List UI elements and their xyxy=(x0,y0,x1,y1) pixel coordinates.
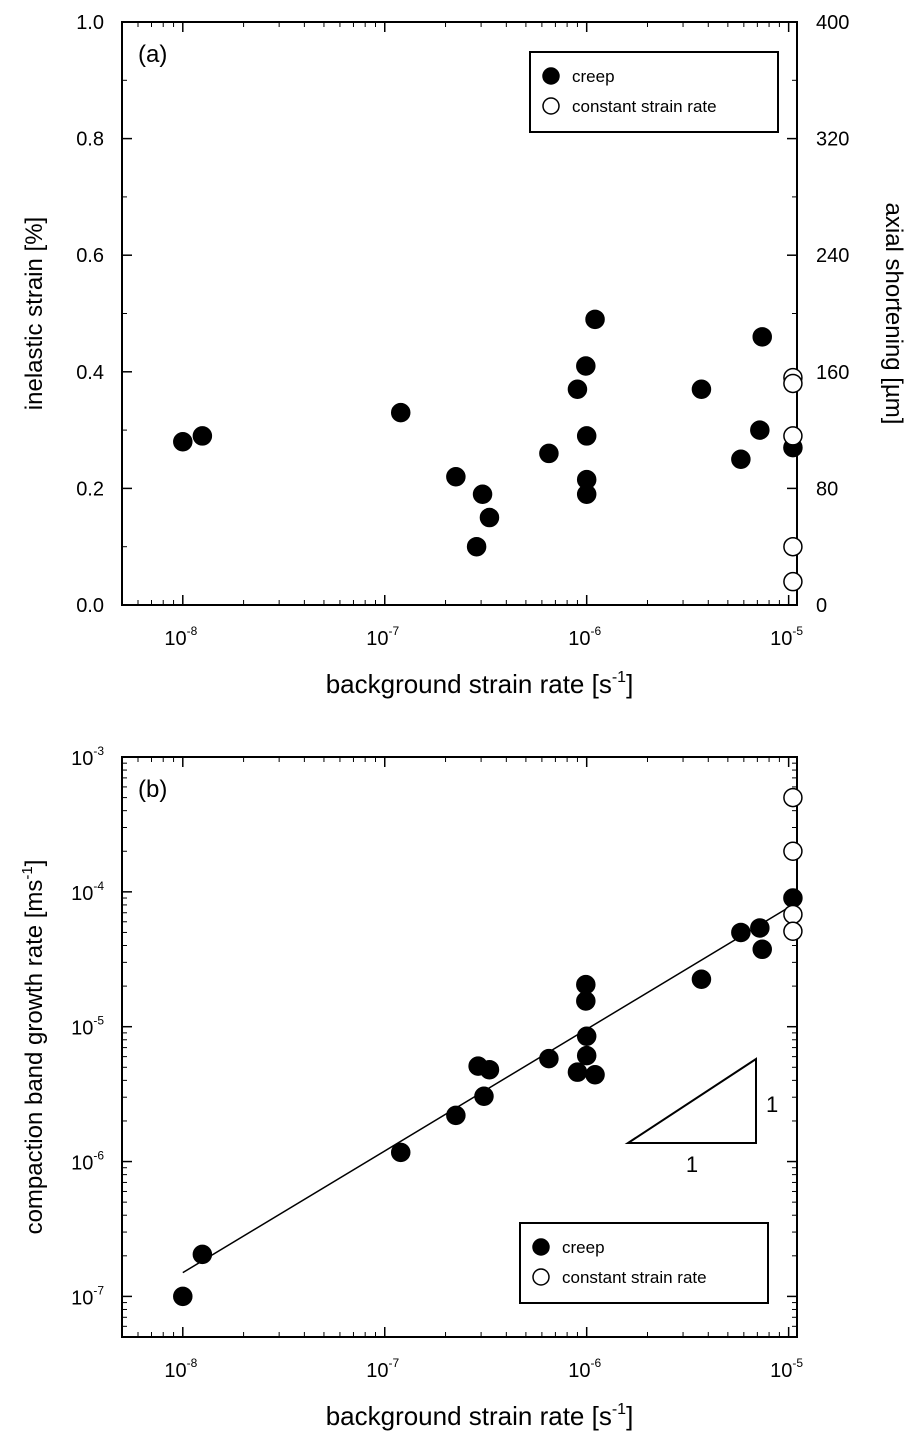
point-b-0-13 xyxy=(585,1065,605,1085)
point-a-0-1 xyxy=(192,426,213,446)
point-b-1-0 xyxy=(783,787,803,808)
y-tick-label-b-1: 10-6 xyxy=(71,1149,104,1175)
legend-b: creep constant strain rate xyxy=(519,1222,769,1304)
point-a-0-13 xyxy=(585,309,605,330)
y-tick-label-b-4: 10-3 xyxy=(71,744,104,770)
legend-a: creep constant strain rate xyxy=(529,51,779,133)
point-a-0-14 xyxy=(691,379,712,400)
point-b-0-12 xyxy=(576,1045,597,1066)
panel-label-a: (a) xyxy=(138,41,167,68)
y-tick-label-a-2: 0.4 xyxy=(76,362,104,384)
point-a-0-4 xyxy=(466,536,487,557)
y-tick-label-a-4: 0.8 xyxy=(76,129,104,151)
legend-marker-a-0 xyxy=(542,67,560,85)
x-axis-label-b: background strain rate [s-1] xyxy=(326,1401,634,1431)
point-b-0-7 xyxy=(539,1048,559,1069)
point-a-0-6 xyxy=(479,507,500,528)
point-b-0-5 xyxy=(474,1086,494,1106)
point-a-0-15 xyxy=(731,449,751,469)
legend-label-a-0: creep xyxy=(572,67,615,86)
point-b-0-6 xyxy=(479,1059,500,1080)
point-b-0-2 xyxy=(390,1142,411,1163)
y-tick-label-a-0: 0.0 xyxy=(76,595,104,617)
legend-marker-b-1 xyxy=(532,1268,550,1286)
point-b-0-11 xyxy=(576,1026,597,1046)
legend-label-b-0: creep xyxy=(562,1238,605,1257)
point-a-0-5 xyxy=(472,484,493,504)
legend-box-b xyxy=(519,1222,769,1304)
y-tick-label-a-3: 0.6 xyxy=(76,245,104,267)
point-b-0-18 xyxy=(783,888,803,908)
x-tick-label-b-1: 10-7 xyxy=(366,1356,399,1382)
y-tick-label-a-5: 1.0 xyxy=(76,12,104,34)
y2-tick-label-a-2: 160 xyxy=(816,362,849,384)
series-a-constant-strain-rate xyxy=(783,367,803,592)
slope-triangle-vertical-label: 1 xyxy=(766,1092,778,1117)
point-a-0-0 xyxy=(173,432,193,452)
point-b-1-1 xyxy=(783,841,803,862)
series-b-creep xyxy=(173,888,803,1307)
panel-b: 10-8 10-7 10-6 10-5 10-7 10-6 10-5 10-4 10-3 back… xyxy=(19,744,803,1431)
point-b-0-14 xyxy=(691,969,712,989)
panel-label-b: (b) xyxy=(138,776,167,803)
point-a-0-3 xyxy=(446,466,466,487)
point-b-0-15 xyxy=(731,922,751,943)
x-tick-label-a-2: 10-6 xyxy=(568,624,601,650)
slope-triangle-shape xyxy=(624,1057,757,1144)
x-tick-label-a-3: 10-5 xyxy=(770,624,803,650)
point-a-0-17 xyxy=(752,327,772,347)
y2-tick-label-a-3: 240 xyxy=(816,245,849,267)
legend-box-a xyxy=(529,51,779,133)
slope-triangle: 11 xyxy=(624,1057,778,1177)
x-tick-label-b-0: 10-8 xyxy=(164,1356,197,1382)
point-b-1-2 xyxy=(783,904,803,925)
point-b-0-0 xyxy=(173,1286,193,1307)
y-axis-label-a: inelastic strain [%] xyxy=(21,217,48,410)
point-b-0-8 xyxy=(567,1062,588,1082)
point-b-0-17 xyxy=(752,939,772,960)
point-a-1-3 xyxy=(783,536,803,557)
plot-frame-b xyxy=(121,756,798,1338)
point-a-1-1 xyxy=(783,373,803,394)
legend-label-a-1: constant strain rate xyxy=(572,97,717,116)
x-tick-label-b-2: 10-6 xyxy=(568,1356,601,1382)
point-b-1-3 xyxy=(783,921,803,942)
point-a-1-2 xyxy=(783,426,803,446)
legend-label-b-1: constant strain rate xyxy=(562,1268,707,1287)
y-tick-label-b-3: 10-4 xyxy=(71,879,104,905)
x-tick-label-a-1: 10-7 xyxy=(366,624,399,650)
point-b-0-16 xyxy=(750,918,770,938)
y-axis-label-b: compaction band growth rate [ms-1] xyxy=(19,860,48,1235)
point-b-0-10 xyxy=(576,991,596,1011)
x-axis-label-a: background strain rate [s-1] xyxy=(326,669,634,699)
point-a-0-7 xyxy=(539,443,559,464)
y2-tick-label-a-0: 0 xyxy=(816,595,827,617)
y-tick-label-b-0: 10-7 xyxy=(71,1283,104,1309)
y-tick-label-b-2: 10-5 xyxy=(71,1014,104,1040)
point-b-0-9 xyxy=(576,974,596,995)
series-a-creep xyxy=(173,309,803,557)
slope-triangle-horizontal-label: 1 xyxy=(686,1152,698,1177)
point-a-0-16 xyxy=(750,420,770,440)
y2-tick-label-a-5: 400 xyxy=(816,12,849,34)
point-a-0-9 xyxy=(576,356,596,376)
point-a-0-2 xyxy=(390,402,411,423)
y2-tick-label-a-1: 80 xyxy=(816,478,838,500)
point-a-0-10 xyxy=(576,426,597,446)
legend-marker-a-1 xyxy=(542,97,560,115)
x-tick-label-b-3: 10-5 xyxy=(770,1356,803,1382)
point-a-0-8 xyxy=(567,379,588,400)
x-tick-label-a-0: 10-8 xyxy=(164,624,197,650)
series-b-constant-strain-rate xyxy=(783,787,803,942)
point-a-1-4 xyxy=(783,571,803,592)
point-b-0-3 xyxy=(446,1105,466,1126)
point-a-0-12 xyxy=(576,484,597,504)
legend-marker-b-0 xyxy=(532,1238,550,1256)
point-b-0-1 xyxy=(192,1244,213,1265)
y-tick-label-a-1: 0.2 xyxy=(76,478,104,500)
y2-axis-label-a: axial shortening [µm] xyxy=(880,203,907,425)
y2-tick-label-a-4: 320 xyxy=(816,129,849,151)
panel-a: 10-8 10-7 10-6 10-5 0.0 0.2 0.4 0.6 0.8 1.0 0 80 160… xyxy=(21,12,907,699)
